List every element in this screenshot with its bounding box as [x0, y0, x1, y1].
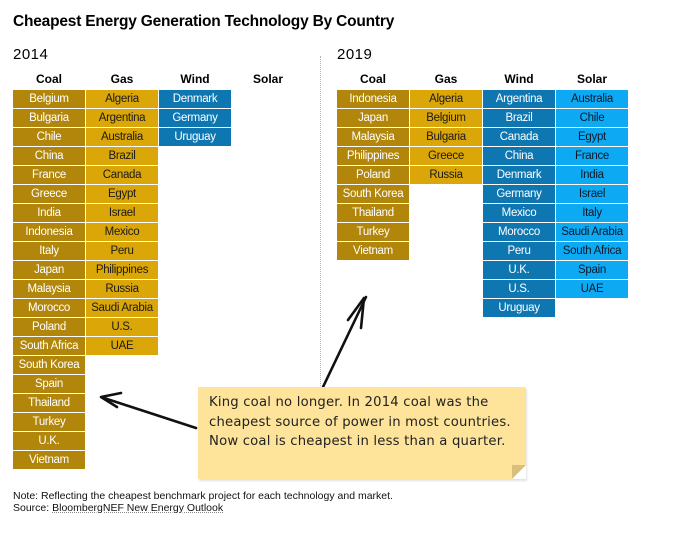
- country-cell: South Africa: [556, 242, 628, 260]
- column-header-2014-gas: Gas: [110, 72, 134, 86]
- country-cell: Canada: [483, 128, 555, 146]
- column-header-2019-solar: Solar: [576, 72, 607, 86]
- country-cell: Russia: [86, 280, 158, 298]
- country-cell: Brazil: [483, 109, 555, 127]
- country-cell: Denmark: [483, 166, 555, 184]
- country-cell: Malaysia: [337, 128, 409, 146]
- country-cell: Malaysia: [13, 280, 85, 298]
- country-cell: South Korea: [337, 185, 409, 203]
- country-cell: Russia: [410, 166, 482, 184]
- country-cell: Philippines: [86, 261, 158, 279]
- country-cell: Morocco: [483, 223, 555, 241]
- country-cell: Greece: [13, 185, 85, 203]
- country-cell: China: [13, 147, 85, 165]
- country-cell: Poland: [337, 166, 409, 184]
- footer-source: Source: BloombergNEF New Energy Outlook: [13, 502, 393, 514]
- country-cell: India: [13, 204, 85, 222]
- country-cell: Saudi Arabia: [556, 223, 628, 241]
- column-header-2019-wind: Wind: [504, 72, 534, 86]
- year-label-2014: 2014: [13, 46, 49, 63]
- sticky-note-fold: [512, 465, 526, 479]
- country-cell: Israel: [556, 185, 628, 203]
- country-cell: Germany: [159, 109, 231, 127]
- country-cell: Italy: [13, 242, 85, 260]
- country-cell: Australia: [556, 90, 628, 108]
- column-header-2019-gas: Gas: [434, 72, 458, 86]
- country-cell: Bulgaria: [410, 128, 482, 146]
- country-cell: Indonesia: [337, 90, 409, 108]
- annotation-sticky-note: King coal no longer. In 2014 coal was th…: [198, 387, 526, 479]
- country-cell: Thailand: [337, 204, 409, 222]
- country-cell: Japan: [13, 261, 85, 279]
- country-cell: U.K.: [13, 432, 85, 450]
- country-cell: Vietnam: [337, 242, 409, 260]
- panel-divider: [320, 56, 321, 386]
- country-cell: Uruguay: [159, 128, 231, 146]
- country-cell: France: [13, 166, 85, 184]
- country-cell: Chile: [13, 128, 85, 146]
- country-cell: Turkey: [337, 223, 409, 241]
- country-cell: UAE: [556, 280, 628, 298]
- footer-note: Note: Reflecting the cheapest benchmark …: [13, 490, 393, 502]
- country-cell: Germany: [483, 185, 555, 203]
- country-cell: Thailand: [13, 394, 85, 412]
- column-header-2019-coal: Coal: [359, 72, 386, 86]
- country-cell: Israel: [86, 204, 158, 222]
- country-cell: UAE: [86, 337, 158, 355]
- source-link[interactable]: BloombergNEF New Energy Outlook: [52, 502, 224, 514]
- country-cell: Belgium: [410, 109, 482, 127]
- country-cell: Morocco: [13, 299, 85, 317]
- country-cell: Indonesia: [13, 223, 85, 241]
- annotation-text: King coal no longer. In 2014 coal was th…: [209, 395, 511, 449]
- country-cell: Brazil: [86, 147, 158, 165]
- footer: Note: Reflecting the cheapest benchmark …: [13, 490, 393, 514]
- country-cell: Uruguay: [483, 299, 555, 317]
- country-cell: Saudi Arabia: [86, 299, 158, 317]
- country-cell: Mexico: [86, 223, 158, 241]
- country-cell: Argentina: [483, 90, 555, 108]
- country-cell: China: [483, 147, 555, 165]
- country-cell: Greece: [410, 147, 482, 165]
- country-cell: Egypt: [86, 185, 158, 203]
- country-cell: U.K.: [483, 261, 555, 279]
- country-cell: U.S.: [86, 318, 158, 336]
- country-cell: Turkey: [13, 413, 85, 431]
- country-cell: Chile: [556, 109, 628, 127]
- year-label-2019: 2019: [337, 46, 373, 63]
- country-cell: South Africa: [13, 337, 85, 355]
- country-cell: Spain: [556, 261, 628, 279]
- country-cell: Bulgaria: [13, 109, 85, 127]
- country-cell: Philippines: [337, 147, 409, 165]
- column-header-2014-wind: Wind: [180, 72, 210, 86]
- country-cell: South Korea: [13, 356, 85, 374]
- country-cell: Japan: [337, 109, 409, 127]
- country-cell: Peru: [483, 242, 555, 260]
- arrowhead-2014: [99, 391, 123, 409]
- country-cell: Algeria: [86, 90, 158, 108]
- source-prefix: Source:: [13, 502, 53, 514]
- country-cell: Algeria: [410, 90, 482, 108]
- country-cell: India: [556, 166, 628, 184]
- country-cell: Peru: [86, 242, 158, 260]
- country-cell: Vietnam: [13, 451, 85, 469]
- country-cell: Mexico: [483, 204, 555, 222]
- country-cell: Italy: [556, 204, 628, 222]
- arrow-to-2019-coal: [321, 295, 368, 389]
- country-cell: France: [556, 147, 628, 165]
- country-cell: Canada: [86, 166, 158, 184]
- country-cell: Belgium: [13, 90, 85, 108]
- country-cell: Spain: [13, 375, 85, 393]
- country-cell: Poland: [13, 318, 85, 336]
- chart-title: Cheapest Energy Generation Technology By…: [13, 13, 395, 30]
- arrow-to-2014-coal: [102, 396, 198, 430]
- country-cell: Denmark: [159, 90, 231, 108]
- country-cell: U.S.: [483, 280, 555, 298]
- arrowhead-2019: [346, 296, 366, 330]
- column-header-2014-solar: Solar: [252, 72, 283, 86]
- country-cell: Egypt: [556, 128, 628, 146]
- country-cell: Australia: [86, 128, 158, 146]
- column-header-2014-coal: Coal: [35, 72, 62, 86]
- country-cell: Argentina: [86, 109, 158, 127]
